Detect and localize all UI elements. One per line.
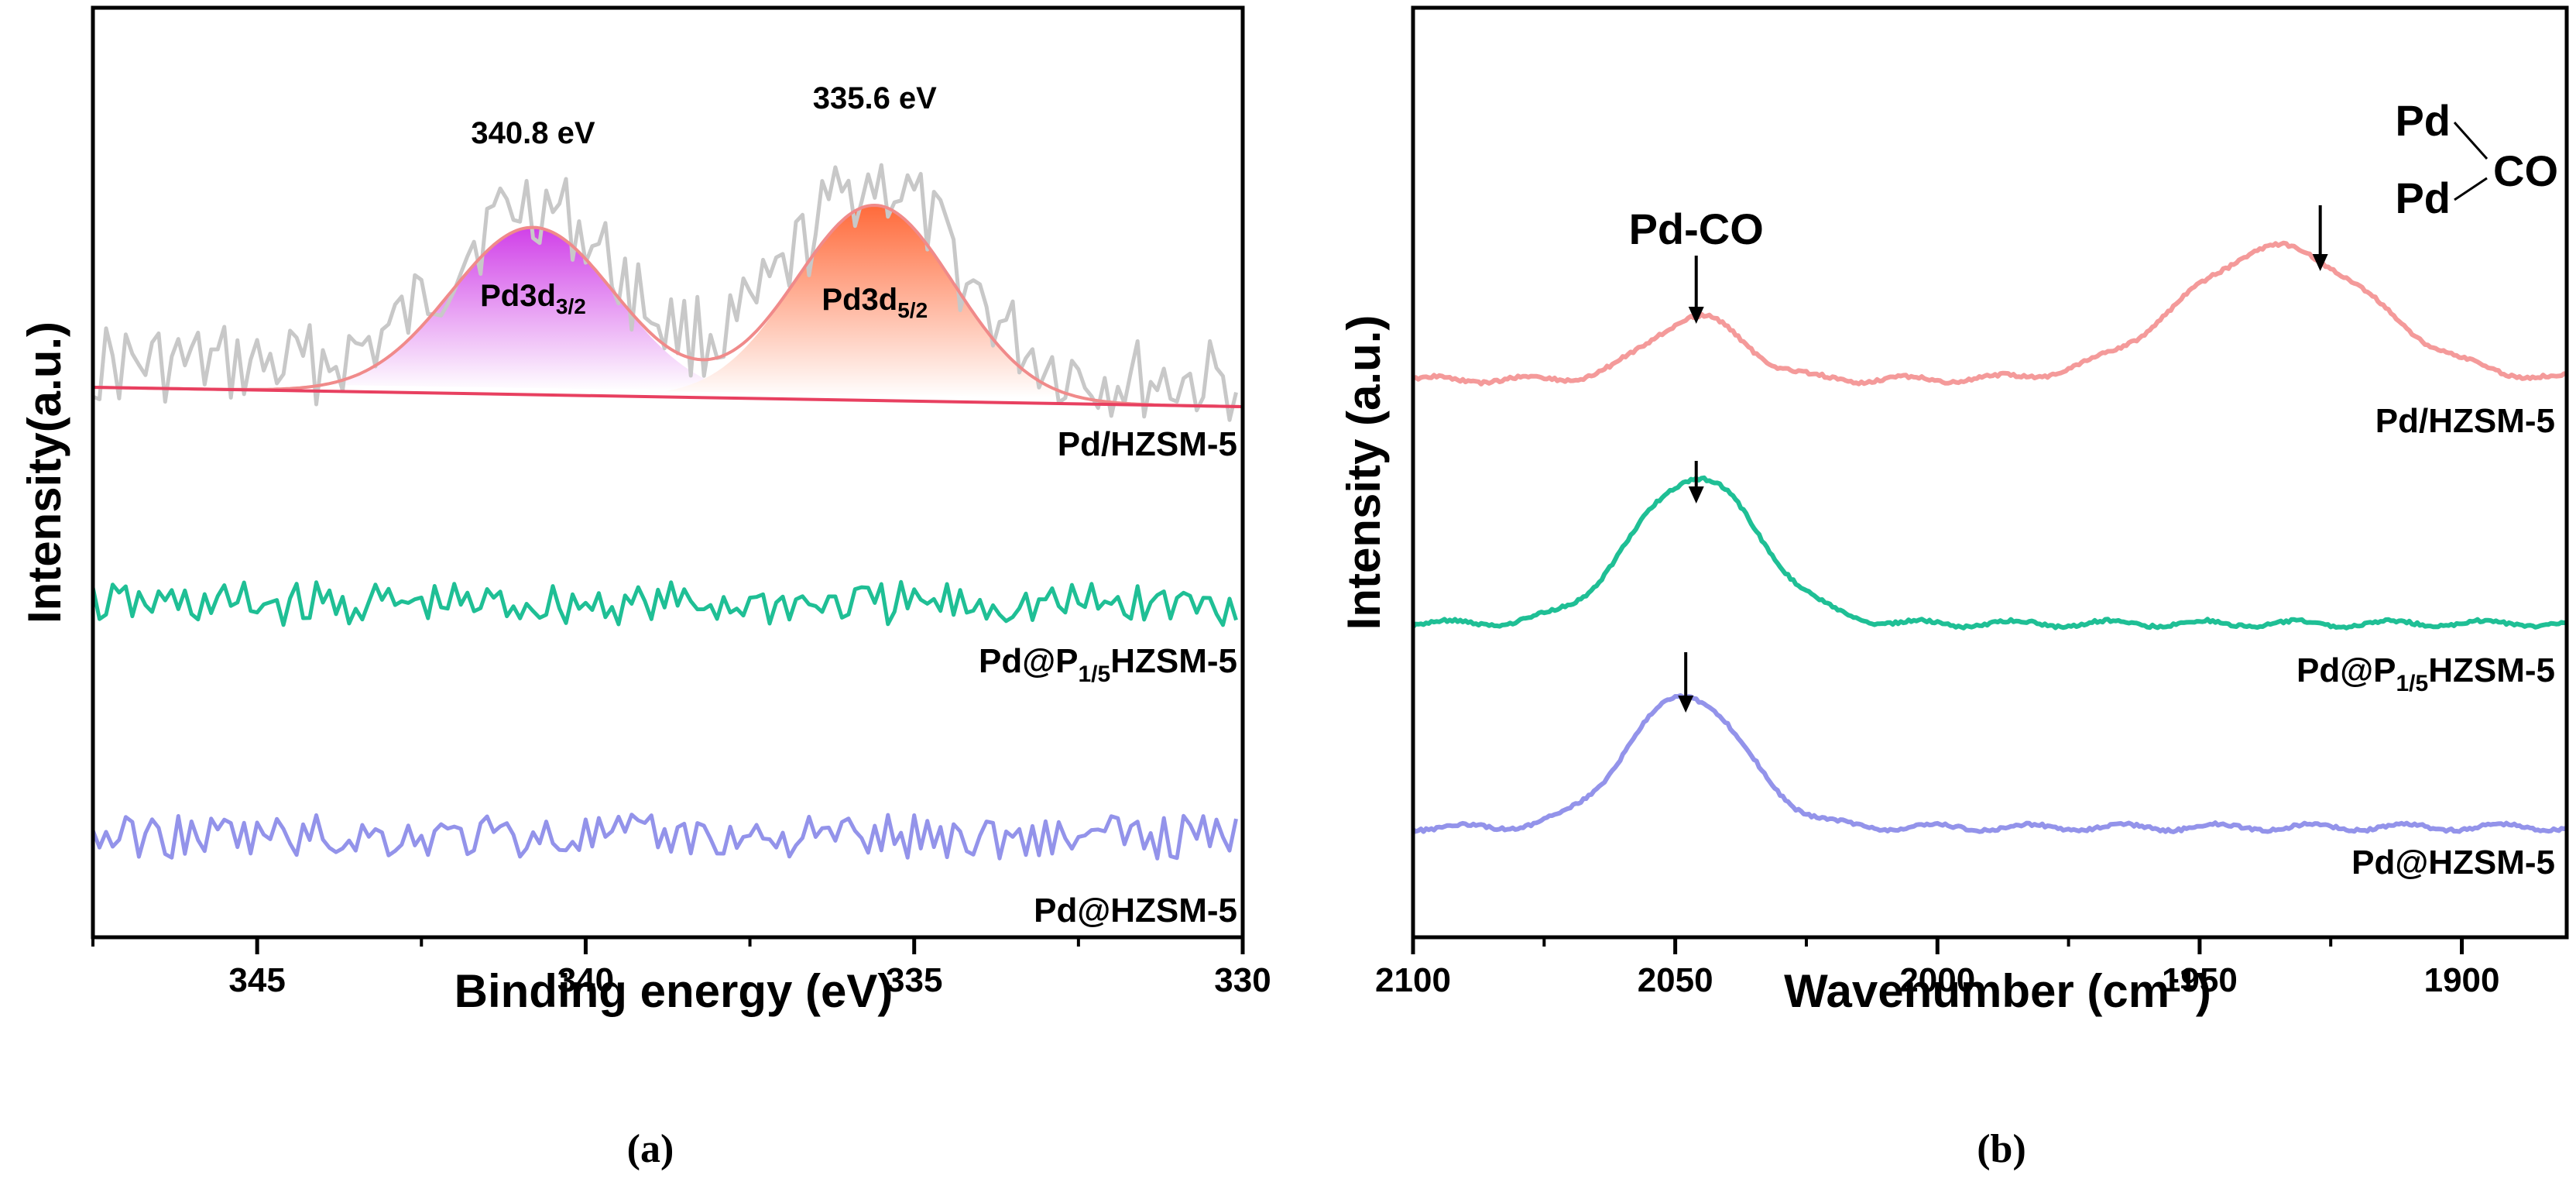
series-line-a-2 xyxy=(91,579,1238,627)
fit-envelope-curve xyxy=(92,203,1240,408)
panel-a-x-axis-title: Binding energy (eV) xyxy=(454,965,894,1017)
series-line-a-1 xyxy=(92,163,1238,422)
panel-a-plot-area xyxy=(91,163,1243,861)
pd-co-arrow-2-head xyxy=(1688,486,1704,503)
bridge-line-top xyxy=(2453,122,2489,160)
series-label-b-pd-p15-hzsm5: Pd@P1/5HZSM-5 xyxy=(2296,651,2555,696)
pd-co-arrow-3-head xyxy=(1678,696,1694,713)
bridge-co-label: CO xyxy=(2493,146,2558,195)
pd-co-annotation: Pd-CO xyxy=(1629,204,1764,253)
tick-label-b-2000: 2000 xyxy=(1899,961,1975,999)
tick-label-b-2100: 2100 xyxy=(1375,961,1451,999)
series-line-b-1 xyxy=(1412,240,2567,387)
fit-fill-2 xyxy=(664,205,1082,398)
series-label-b-pd-hzsm5-encapsulated: Pd@HZSM-5 xyxy=(2351,844,2555,881)
panel-b-x-ticks: 2100 2050 2000 1950 1900 xyxy=(1375,937,2499,999)
bridge-arrow-head xyxy=(2312,254,2328,271)
tick-label-a-340: 340 xyxy=(557,961,614,999)
tick-label-a-335: 335 xyxy=(886,961,942,999)
series-line-b-3 xyxy=(1411,693,2567,834)
panel-b-frame xyxy=(1411,5,2569,940)
series-label-pd-hzsm5: Pd/HZSM-5 xyxy=(1058,425,1237,463)
bridge-pd-bottom-label: Pd xyxy=(2395,174,2451,222)
panel-b-annotations xyxy=(1678,122,2489,713)
panel-a-frame xyxy=(91,5,1245,940)
panel-a-label: (a) xyxy=(627,1127,674,1171)
fit-baseline xyxy=(92,386,1243,408)
panel-b-x-axis-title: Wavenumber (cm-1) xyxy=(1784,963,2211,1017)
panel-b-y-axis-title: Intensity (a.u.) xyxy=(1338,315,1390,631)
series-label-pd-p15-hzsm5: Pd@P1/5HZSM-5 xyxy=(979,642,1237,687)
fit-label-pd3d-3-2: Pd3d3/2 xyxy=(480,279,586,318)
peak-annotation-335-6: 335.6 eV xyxy=(813,81,937,115)
panel-b-plot-area xyxy=(1411,240,2567,834)
bridge-line-bottom xyxy=(2454,177,2488,201)
series-line-b-2 xyxy=(1411,475,2567,631)
panel-b-label: (b) xyxy=(1977,1127,2026,1171)
series-label-b-pd-hzsm5: Pd/HZSM-5 xyxy=(2375,402,2555,440)
fit-label-pd3d-5-2: Pd3d5/2 xyxy=(822,283,928,322)
series-line-a-3 xyxy=(91,813,1238,861)
series-label-pd-hzsm5-encapsulated: Pd@HZSM-5 xyxy=(1034,892,1237,930)
fit-fill-1 xyxy=(323,227,740,391)
bridge-pd-top-label: Pd xyxy=(2395,96,2451,145)
tick-label-a-330: 330 xyxy=(1214,961,1271,999)
tick-label-b-1900: 1900 xyxy=(2424,961,2500,999)
panel-a-x-ticks: 345 340 335 330 xyxy=(91,937,1271,999)
panel-b: 2100 2050 2000 1950 1900 Wavenumber (cm-1) I… xyxy=(1338,5,2569,1171)
pd-co-arrow-1-head xyxy=(1688,307,1704,324)
panel-a: 345 340 335 330 Binding energy (eV) Intensi… xyxy=(19,5,1271,1171)
peak-annotation-340-8: 340.8 eV xyxy=(471,116,595,150)
panel-a-y-axis-title: Intensity(a.u.) xyxy=(19,321,70,624)
tick-label-a-345: 345 xyxy=(228,961,285,999)
tick-label-b-1950: 1950 xyxy=(2162,961,2238,999)
tick-label-b-2050: 2050 xyxy=(1638,961,1713,999)
